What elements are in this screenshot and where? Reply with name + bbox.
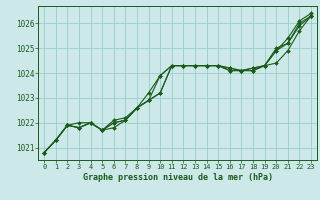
X-axis label: Graphe pression niveau de la mer (hPa): Graphe pression niveau de la mer (hPa) — [83, 173, 273, 182]
